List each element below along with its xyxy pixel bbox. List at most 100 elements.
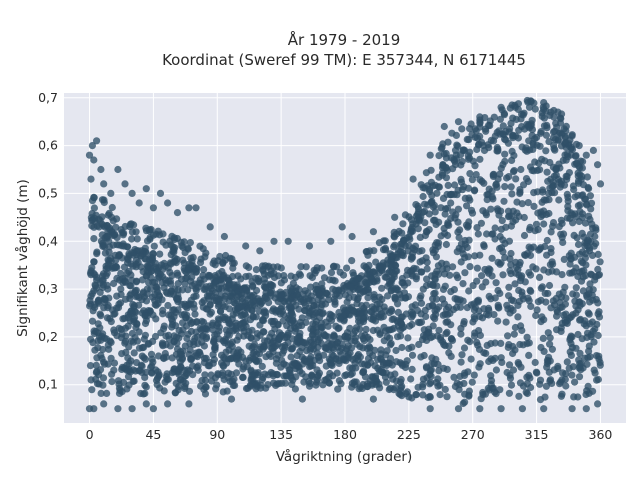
data-point [381,273,389,281]
data-point [470,371,478,379]
data-point [542,131,551,139]
data-point [260,270,268,278]
data-point [230,375,238,383]
data-point [333,263,341,271]
data-point [273,371,281,379]
data-point-outlier [298,395,306,403]
data-point [515,392,523,400]
data-point [525,371,533,379]
data-point [562,310,570,318]
data-point [501,135,509,143]
data-point [398,279,406,287]
data-point [109,231,117,240]
data-point [149,311,157,319]
data-point [280,372,288,380]
data-point [314,371,322,379]
data-point [568,371,576,379]
data-point [472,171,480,179]
data-point [591,276,599,284]
data-point-outlier [426,405,434,413]
data-point-outlier [93,137,101,145]
data-point [434,262,442,270]
data-point [331,277,339,285]
data-point-outlier [227,395,236,403]
data-point [326,276,334,284]
data-point [100,222,108,230]
data-point [433,267,441,275]
data-point [260,341,268,350]
data-point [449,263,457,271]
data-point [109,241,117,249]
data-point [523,333,531,341]
data-point [93,222,101,230]
data-point [542,382,551,390]
data-point [160,322,168,330]
data-point [108,203,116,212]
chart-title: År 1979 - 2019 [288,30,401,49]
data-point [141,319,150,328]
data-point [369,352,377,360]
data-point [289,317,297,325]
data-point [592,224,600,232]
data-point [206,310,214,318]
data-point [444,181,452,189]
data-point-outlier [568,132,576,140]
data-point [335,377,343,385]
data-point [575,217,583,226]
data-point [403,357,411,365]
data-point [570,186,578,194]
data-point [95,380,103,388]
data-point [213,330,221,338]
data-point [316,357,324,365]
data-point [555,196,563,204]
data-point [128,235,136,243]
data-point [105,345,113,353]
data-point [439,161,447,169]
data-point-outlier [85,151,94,159]
data-point [390,228,398,236]
data-point-outlier [525,103,534,111]
data-point [219,388,227,396]
data-point [352,324,361,332]
data-point [357,280,365,288]
data-point-outlier [100,400,108,408]
data-point [348,383,356,391]
data-point-outlier [185,400,193,408]
data-point [553,326,561,334]
data-point [577,175,585,183]
data-point [185,350,193,359]
data-point [193,353,202,361]
data-point [440,364,448,372]
data-point [511,323,519,332]
data-point-outlier [426,151,434,159]
data-point [316,313,324,321]
data-point [369,326,377,335]
data-point [404,334,412,342]
data-point-outlier [270,237,278,245]
data-point [594,375,603,384]
data-point [437,232,445,240]
data-point [543,121,551,129]
data-point [201,371,209,379]
data-point [425,210,433,218]
data-point [433,282,441,290]
data-point [451,146,460,154]
data-point [353,340,361,348]
data-point [513,209,521,217]
data-point [523,380,531,388]
data-point [119,315,127,323]
data-point [416,319,424,327]
data-point-outlier [454,405,463,413]
data-point [429,322,437,330]
data-point [592,352,601,360]
data-point [275,335,283,343]
data-point [192,292,200,300]
data-point [464,223,472,231]
data-point [465,136,473,144]
data-point [584,309,592,317]
data-point [578,210,587,218]
data-point [487,377,496,385]
data-point [131,245,139,254]
data-point [310,313,318,321]
data-point [97,312,105,320]
